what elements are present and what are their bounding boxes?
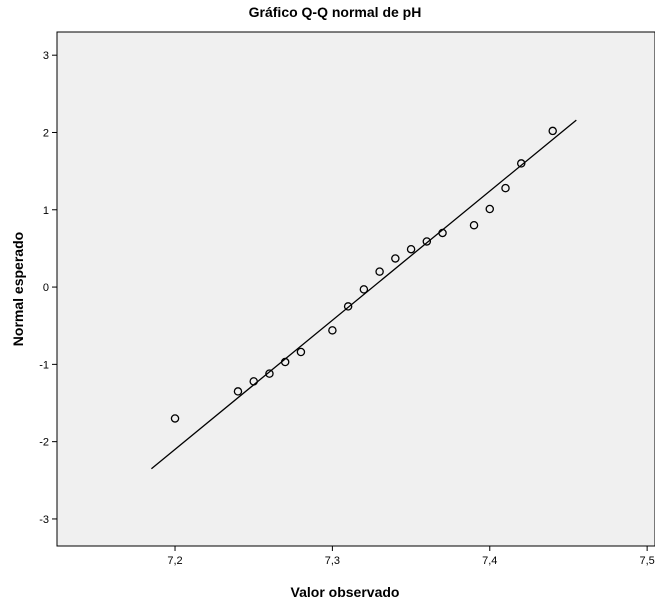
data-point: [280, 357, 290, 367]
y-tick-label: 3: [43, 50, 49, 62]
data-point: [516, 159, 526, 168]
plot-area: [56, 31, 655, 547]
data-point: [359, 285, 369, 294]
data-point: [233, 387, 243, 396]
data-point: [422, 237, 432, 246]
data-point: [328, 326, 337, 335]
x-axis: 7,2 7,3 7,4 7,5: [167, 546, 655, 567]
x-axis-label: Valor observado: [291, 584, 400, 600]
x-tick-label: 7,5: [639, 555, 654, 567]
data-point: [501, 183, 510, 193]
reference-line-group: [151, 119, 577, 470]
data-point: [249, 377, 258, 386]
data-point: [343, 302, 353, 311]
x-tick-label: 7,2: [167, 555, 182, 567]
y-tick-label: -2: [39, 437, 49, 449]
chart-title: Gráfico Q-Q normal de pH: [249, 4, 422, 20]
y-axis-label: Normal esperado: [10, 232, 26, 346]
data-point: [438, 228, 447, 238]
data-point: [469, 220, 479, 230]
data-point: [391, 254, 400, 263]
data-point: [406, 244, 416, 254]
y-tick-label: 2: [43, 127, 49, 139]
data-point: [170, 414, 180, 423]
y-tick-label: -1: [39, 359, 49, 371]
x-tick-label: 7,3: [325, 555, 340, 567]
data-point: [548, 126, 557, 136]
data-point: [296, 347, 306, 357]
reference-line: [151, 119, 577, 470]
y-tick-label: 1: [43, 205, 49, 217]
x-tick-label: 7,4: [482, 555, 497, 567]
data-point: [265, 369, 274, 378]
data-point: [375, 267, 384, 276]
data-point: [485, 204, 495, 214]
data-points: [170, 126, 557, 423]
y-tick-label: -3: [39, 514, 49, 526]
y-tick-label: 0: [43, 282, 49, 294]
y-axis: 3 2 1 0 -1 -2 -3: [39, 50, 57, 526]
